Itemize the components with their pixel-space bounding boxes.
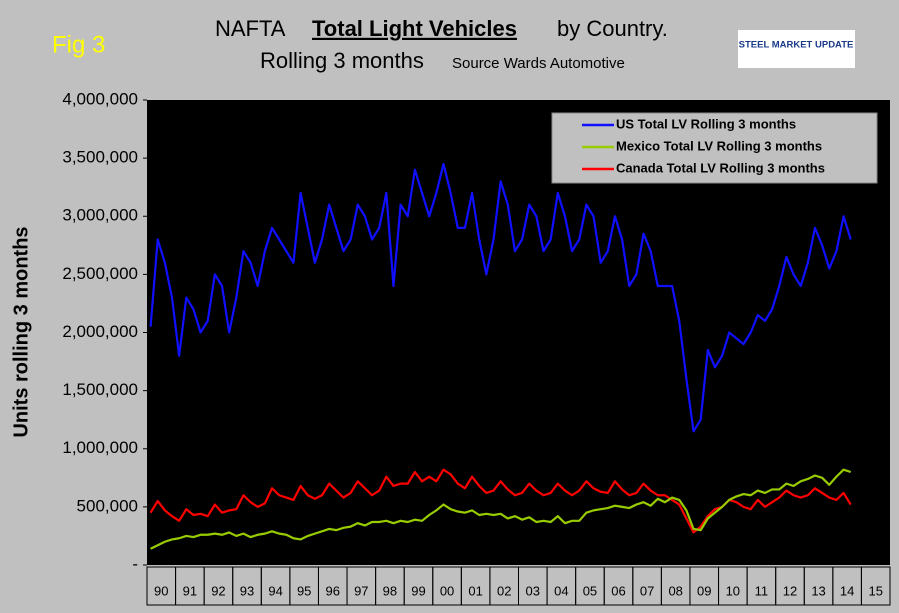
x-tick-label: 13 (811, 583, 825, 598)
series-line (149, 162, 852, 433)
legend-label: Mexico Total LV Rolling 3 months (616, 138, 822, 153)
series-line (149, 468, 852, 534)
x-tick-label: 98 (383, 583, 397, 598)
x-tick-label: 11 (755, 583, 769, 598)
source: Source Wards Automotive (452, 55, 625, 72)
x-tick-label: 05 (583, 583, 597, 598)
y-tick-label: 500,000 (77, 496, 138, 515)
y-tick-label: 2,500,000 (62, 264, 138, 283)
x-tick-label: 96 (326, 583, 340, 598)
logo-box (738, 30, 855, 68)
x-tick-label: 09 (697, 583, 711, 598)
logo: STEEL MARKET UPDATE (739, 40, 854, 51)
x-tick-label: 00 (440, 583, 454, 598)
y-tick-label: 3,000,000 (62, 206, 138, 225)
x-tick-label: 94 (268, 583, 282, 598)
series-line (150, 468, 852, 550)
x-tick-label: 91 (183, 583, 197, 598)
y-tick-label: 1,500,000 (62, 380, 138, 399)
y-axis-label: Units rolling 3 months (10, 226, 32, 437)
x-tick-label: 06 (611, 583, 625, 598)
x-tick-label: 02 (497, 583, 511, 598)
x-tick-label: 92 (211, 583, 225, 598)
x-tick-label: 14 (840, 583, 854, 598)
title-prefix: NAFTA (215, 16, 286, 41)
x-tick-label: 03 (526, 583, 540, 598)
x-tick-label: 08 (668, 583, 682, 598)
y-tick-label: - (132, 554, 138, 573)
title-main: Total Light Vehicles (312, 16, 517, 41)
x-tick-label: 99 (411, 583, 425, 598)
x-tick-label: 93 (240, 583, 254, 598)
x-tick-label: 12 (783, 583, 797, 598)
y-tick-label: 2,000,000 (62, 322, 138, 341)
x-tick-label: 97 (354, 583, 368, 598)
y-tick-label: 3,500,000 (62, 148, 138, 167)
x-tick-label: 15 (868, 583, 882, 598)
y-tick-label: 1,000,000 (62, 438, 138, 457)
figure-label: Fig 3 (52, 31, 105, 58)
subtitle: Rolling 3 months (260, 48, 424, 73)
y-tick-label: 4,000,000 (62, 89, 138, 108)
x-tick-label: 95 (297, 583, 311, 598)
legend-label: Canada Total LV Rolling 3 months (616, 160, 825, 175)
x-tick-box (860, 566, 891, 606)
x-tick-label: 01 (468, 583, 482, 598)
legend-label: US Total LV Rolling 3 months (616, 116, 796, 131)
x-tick-label: 07 (640, 583, 654, 598)
x-tick-label: 10 (726, 583, 740, 598)
x-tick-label: 04 (554, 583, 568, 598)
title-suffix: by Country. (557, 16, 668, 41)
x-tick-label: 90 (154, 583, 168, 598)
